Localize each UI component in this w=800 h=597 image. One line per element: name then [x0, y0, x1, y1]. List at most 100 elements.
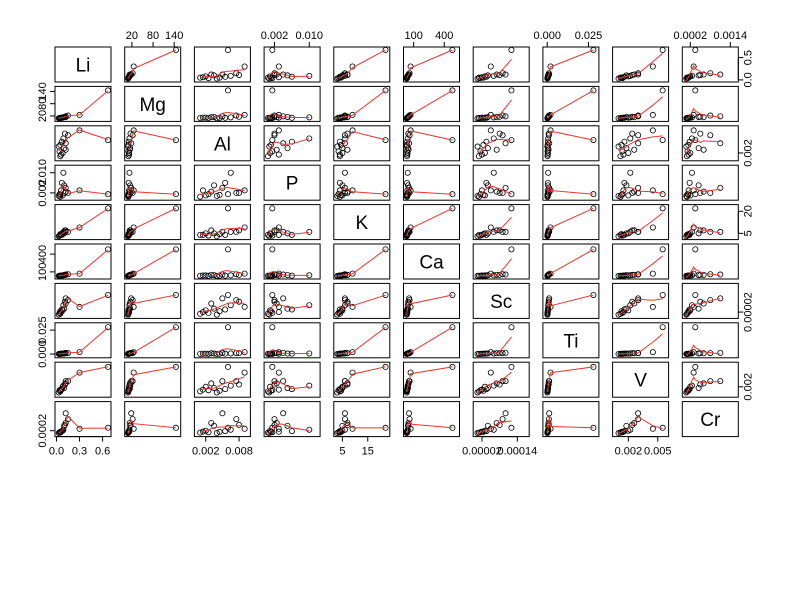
- panel-K-V: [612, 204, 670, 241]
- x-tick-label: 0.010: [296, 30, 324, 42]
- data-point: [545, 271, 552, 278]
- data-point: [615, 192, 622, 199]
- data-point: [227, 114, 234, 121]
- data-point: [449, 205, 456, 212]
- panel-frame: [681, 125, 739, 162]
- data-point: [449, 87, 456, 94]
- panel-Al-K: [333, 125, 391, 162]
- data-point: [341, 416, 348, 423]
- data-point: [403, 428, 410, 435]
- data-point: [692, 47, 699, 54]
- panel-Ca-Ca: Ca: [403, 243, 460, 280]
- smoother-line: [127, 326, 177, 355]
- panel-frame: [681, 401, 739, 438]
- data-point: [208, 300, 215, 307]
- data-point: [275, 425, 282, 432]
- data-point: [271, 421, 278, 428]
- data-point: [344, 146, 351, 153]
- x-tick-label: 0.002: [615, 446, 643, 458]
- panel-frame: [54, 204, 112, 241]
- panel-Li-Li: Li: [54, 46, 112, 83]
- data-point: [615, 143, 622, 150]
- panel-frame: [472, 282, 530, 319]
- smoother-line: [267, 304, 310, 316]
- smoother-line: [406, 326, 453, 355]
- panel-Ti-Li: [54, 322, 112, 359]
- diagonal-label-Al: Al: [214, 134, 231, 155]
- panel-Mg-Li: [54, 85, 112, 122]
- data-point: [477, 75, 484, 82]
- panel-frame: [472, 85, 530, 122]
- data-point: [57, 428, 64, 435]
- data-point: [499, 132, 506, 139]
- smoother-line: [685, 266, 721, 279]
- panel-frame: [681, 361, 739, 398]
- data-point: [288, 386, 295, 393]
- data-point: [659, 291, 666, 298]
- smoother-line: [200, 425, 245, 433]
- data-point: [403, 387, 410, 394]
- data-point: [635, 295, 642, 302]
- smoother-line: [267, 71, 310, 79]
- data-point: [683, 350, 690, 357]
- smoother-line: [546, 415, 594, 434]
- data-point: [474, 233, 481, 240]
- data-point: [700, 380, 707, 387]
- data-point: [269, 246, 276, 253]
- data-point: [222, 73, 229, 80]
- panel-frame: [542, 243, 600, 280]
- data-point: [269, 324, 276, 331]
- smoother-line: [685, 138, 721, 154]
- panel-frame: [54, 361, 112, 398]
- smoother-line: [127, 49, 177, 79]
- panel-frame: [612, 204, 670, 241]
- data-point: [382, 87, 389, 94]
- data-point: [349, 111, 356, 118]
- data-point: [58, 179, 65, 186]
- smoother-line: [337, 422, 386, 434]
- data-point: [105, 324, 112, 331]
- smoother-line: [200, 376, 245, 391]
- panel-Ti-Cr: [681, 322, 739, 359]
- smoother-line: [685, 344, 721, 357]
- data-point: [502, 271, 509, 278]
- panel-frame: [612, 46, 670, 83]
- panel-frame: [333, 46, 391, 83]
- data-point: [545, 113, 552, 120]
- data-point: [477, 148, 484, 155]
- panel-Li-K: [333, 46, 391, 83]
- smoother-line: [200, 302, 245, 314]
- data-point: [508, 324, 515, 331]
- data-point: [627, 169, 634, 176]
- data-point: [483, 138, 490, 145]
- data-point: [275, 350, 282, 357]
- panel-Al-Mg: [124, 125, 182, 162]
- data-point: [683, 389, 690, 396]
- panel-frame: [612, 125, 670, 162]
- data-point: [405, 227, 412, 234]
- smoother-line: [127, 186, 176, 197]
- data-point: [404, 169, 411, 176]
- data-point: [62, 410, 69, 417]
- data-point: [659, 246, 666, 253]
- panel-Al-Ti: [542, 125, 600, 162]
- y-tick-label: 0.002: [37, 179, 49, 207]
- data-point: [545, 227, 552, 234]
- data-point: [621, 428, 628, 435]
- y-tick-label: 0.002: [742, 139, 754, 167]
- data-point: [493, 188, 500, 195]
- data-point: [474, 143, 481, 150]
- panel-Sc-Ti: [542, 282, 600, 319]
- smoother-line: [58, 90, 109, 119]
- data-point: [618, 74, 625, 81]
- data-point: [480, 231, 487, 238]
- data-point: [487, 187, 494, 194]
- panel-P-Sc: [472, 164, 530, 201]
- data-point: [60, 135, 67, 142]
- data-point: [241, 369, 248, 376]
- panel-K-Mg: [124, 204, 182, 241]
- panel-Mg-V: [612, 85, 670, 122]
- panel-Cr-Al: [193, 401, 251, 438]
- panel-P-Al: [193, 164, 251, 201]
